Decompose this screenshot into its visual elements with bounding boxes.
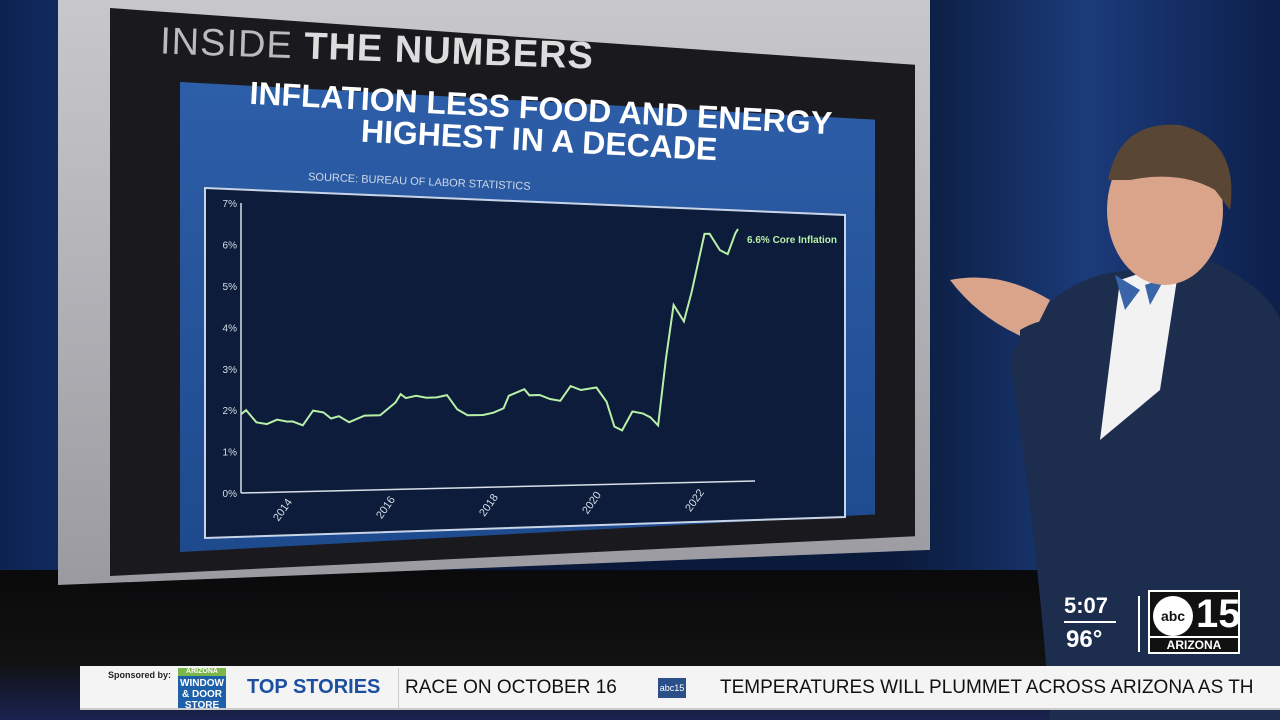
line-annotation: 6.6% Core Inflation bbox=[747, 235, 837, 246]
region-label: ARIZONA bbox=[1150, 636, 1238, 652]
clock: 5:07 bbox=[1064, 593, 1109, 618]
sponsor-logo: ARIZONA WINDOW & DOOR STORE bbox=[178, 668, 226, 711]
y-tick-label: 0% bbox=[223, 489, 238, 500]
y-tick-label: 5% bbox=[223, 282, 238, 293]
abc-logo: abc bbox=[1153, 596, 1193, 636]
ticker-story: TEMPERATURES WILL PLUMMET ACROSS ARIZONA… bbox=[720, 677, 1254, 698]
ticker-section: TOP STORIES bbox=[247, 676, 381, 698]
core-inflation-line bbox=[240, 228, 739, 432]
divider bbox=[1138, 596, 1140, 652]
channel-number: 15 bbox=[1196, 592, 1241, 636]
divider bbox=[1064, 621, 1116, 623]
x-axis bbox=[240, 480, 756, 494]
news-ticker: Sponsored by: ARIZONA WINDOW & DOOR STORE… bbox=[80, 666, 1280, 711]
y-tick-label: 4% bbox=[223, 323, 238, 334]
y-tick-label: 2% bbox=[223, 406, 238, 417]
sponsor-top: ARIZONA bbox=[178, 668, 226, 676]
ticker-story: RACE ON OCTOBER 16 bbox=[405, 677, 617, 698]
plot-panel bbox=[204, 186, 846, 540]
y-tick-label: 3% bbox=[223, 365, 238, 376]
divider bbox=[398, 668, 399, 708]
sponsored-label: Sponsored by: bbox=[108, 670, 172, 680]
sponsor-name: WINDOW & DOOR STORE bbox=[180, 678, 224, 711]
y-tick-label: 1% bbox=[223, 448, 238, 459]
temperature: 96° bbox=[1066, 626, 1103, 653]
y-tick-label: 6% bbox=[223, 241, 238, 252]
y-tick-label: 7% bbox=[223, 199, 238, 210]
station-logo: abc 15 ARIZONA bbox=[1148, 590, 1241, 654]
abc15-mini-logo: abc15 bbox=[658, 678, 686, 698]
